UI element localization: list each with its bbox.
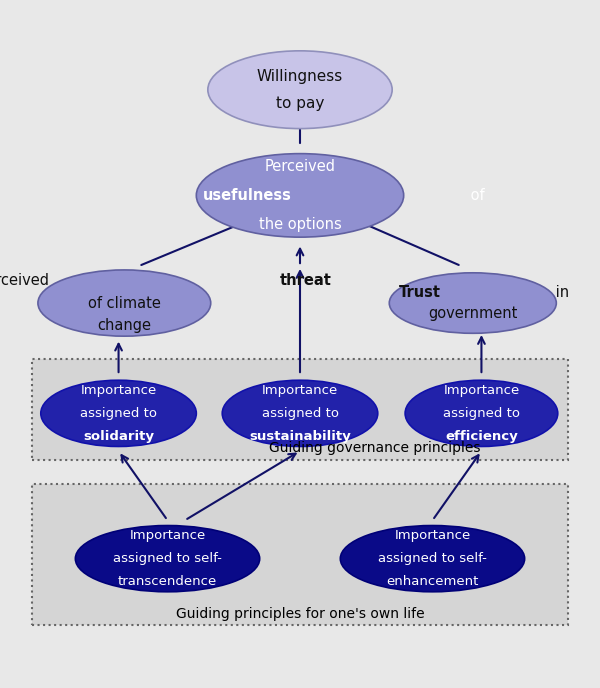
Ellipse shape [405,380,558,447]
Ellipse shape [41,380,196,447]
Text: assigned to: assigned to [262,407,338,420]
FancyBboxPatch shape [32,484,568,625]
Text: assigned to: assigned to [80,407,157,420]
Ellipse shape [389,273,556,333]
Text: Guiding governance principles: Guiding governance principles [269,441,481,455]
Text: of climate: of climate [88,296,161,310]
Text: assigned to self-: assigned to self- [378,552,487,565]
Ellipse shape [196,153,404,237]
Text: of: of [466,188,485,203]
Text: usefulness: usefulness [203,188,292,203]
Text: in: in [551,285,569,300]
Text: assigned to: assigned to [443,407,520,420]
Ellipse shape [76,526,260,592]
Text: efficiency: efficiency [445,429,518,442]
Text: Guiding principles for one's own life: Guiding principles for one's own life [176,608,424,621]
Text: Trust: Trust [399,285,441,300]
Text: Willingness: Willingness [257,69,343,84]
Text: transcendence: transcendence [118,575,217,588]
Text: Importance: Importance [80,384,157,397]
Text: Importance: Importance [130,529,206,542]
Text: Importance: Importance [262,384,338,397]
Text: Importance: Importance [443,384,520,397]
Ellipse shape [208,51,392,129]
Text: the options: the options [259,217,341,232]
Text: enhancement: enhancement [386,575,479,588]
Text: solidarity: solidarity [83,429,154,442]
Ellipse shape [38,270,211,336]
Text: government: government [428,306,517,321]
Text: change: change [97,319,151,334]
Text: assigned to self-: assigned to self- [113,552,222,565]
Text: Importance: Importance [394,529,470,542]
Text: to pay: to pay [276,96,324,111]
Ellipse shape [222,380,378,447]
Text: Perceived: Perceived [265,159,335,174]
Ellipse shape [340,526,524,592]
Text: Perceived: Perceived [0,272,53,288]
Text: threat: threat [280,272,332,288]
FancyBboxPatch shape [32,358,568,460]
Text: sustainability: sustainability [249,429,351,442]
